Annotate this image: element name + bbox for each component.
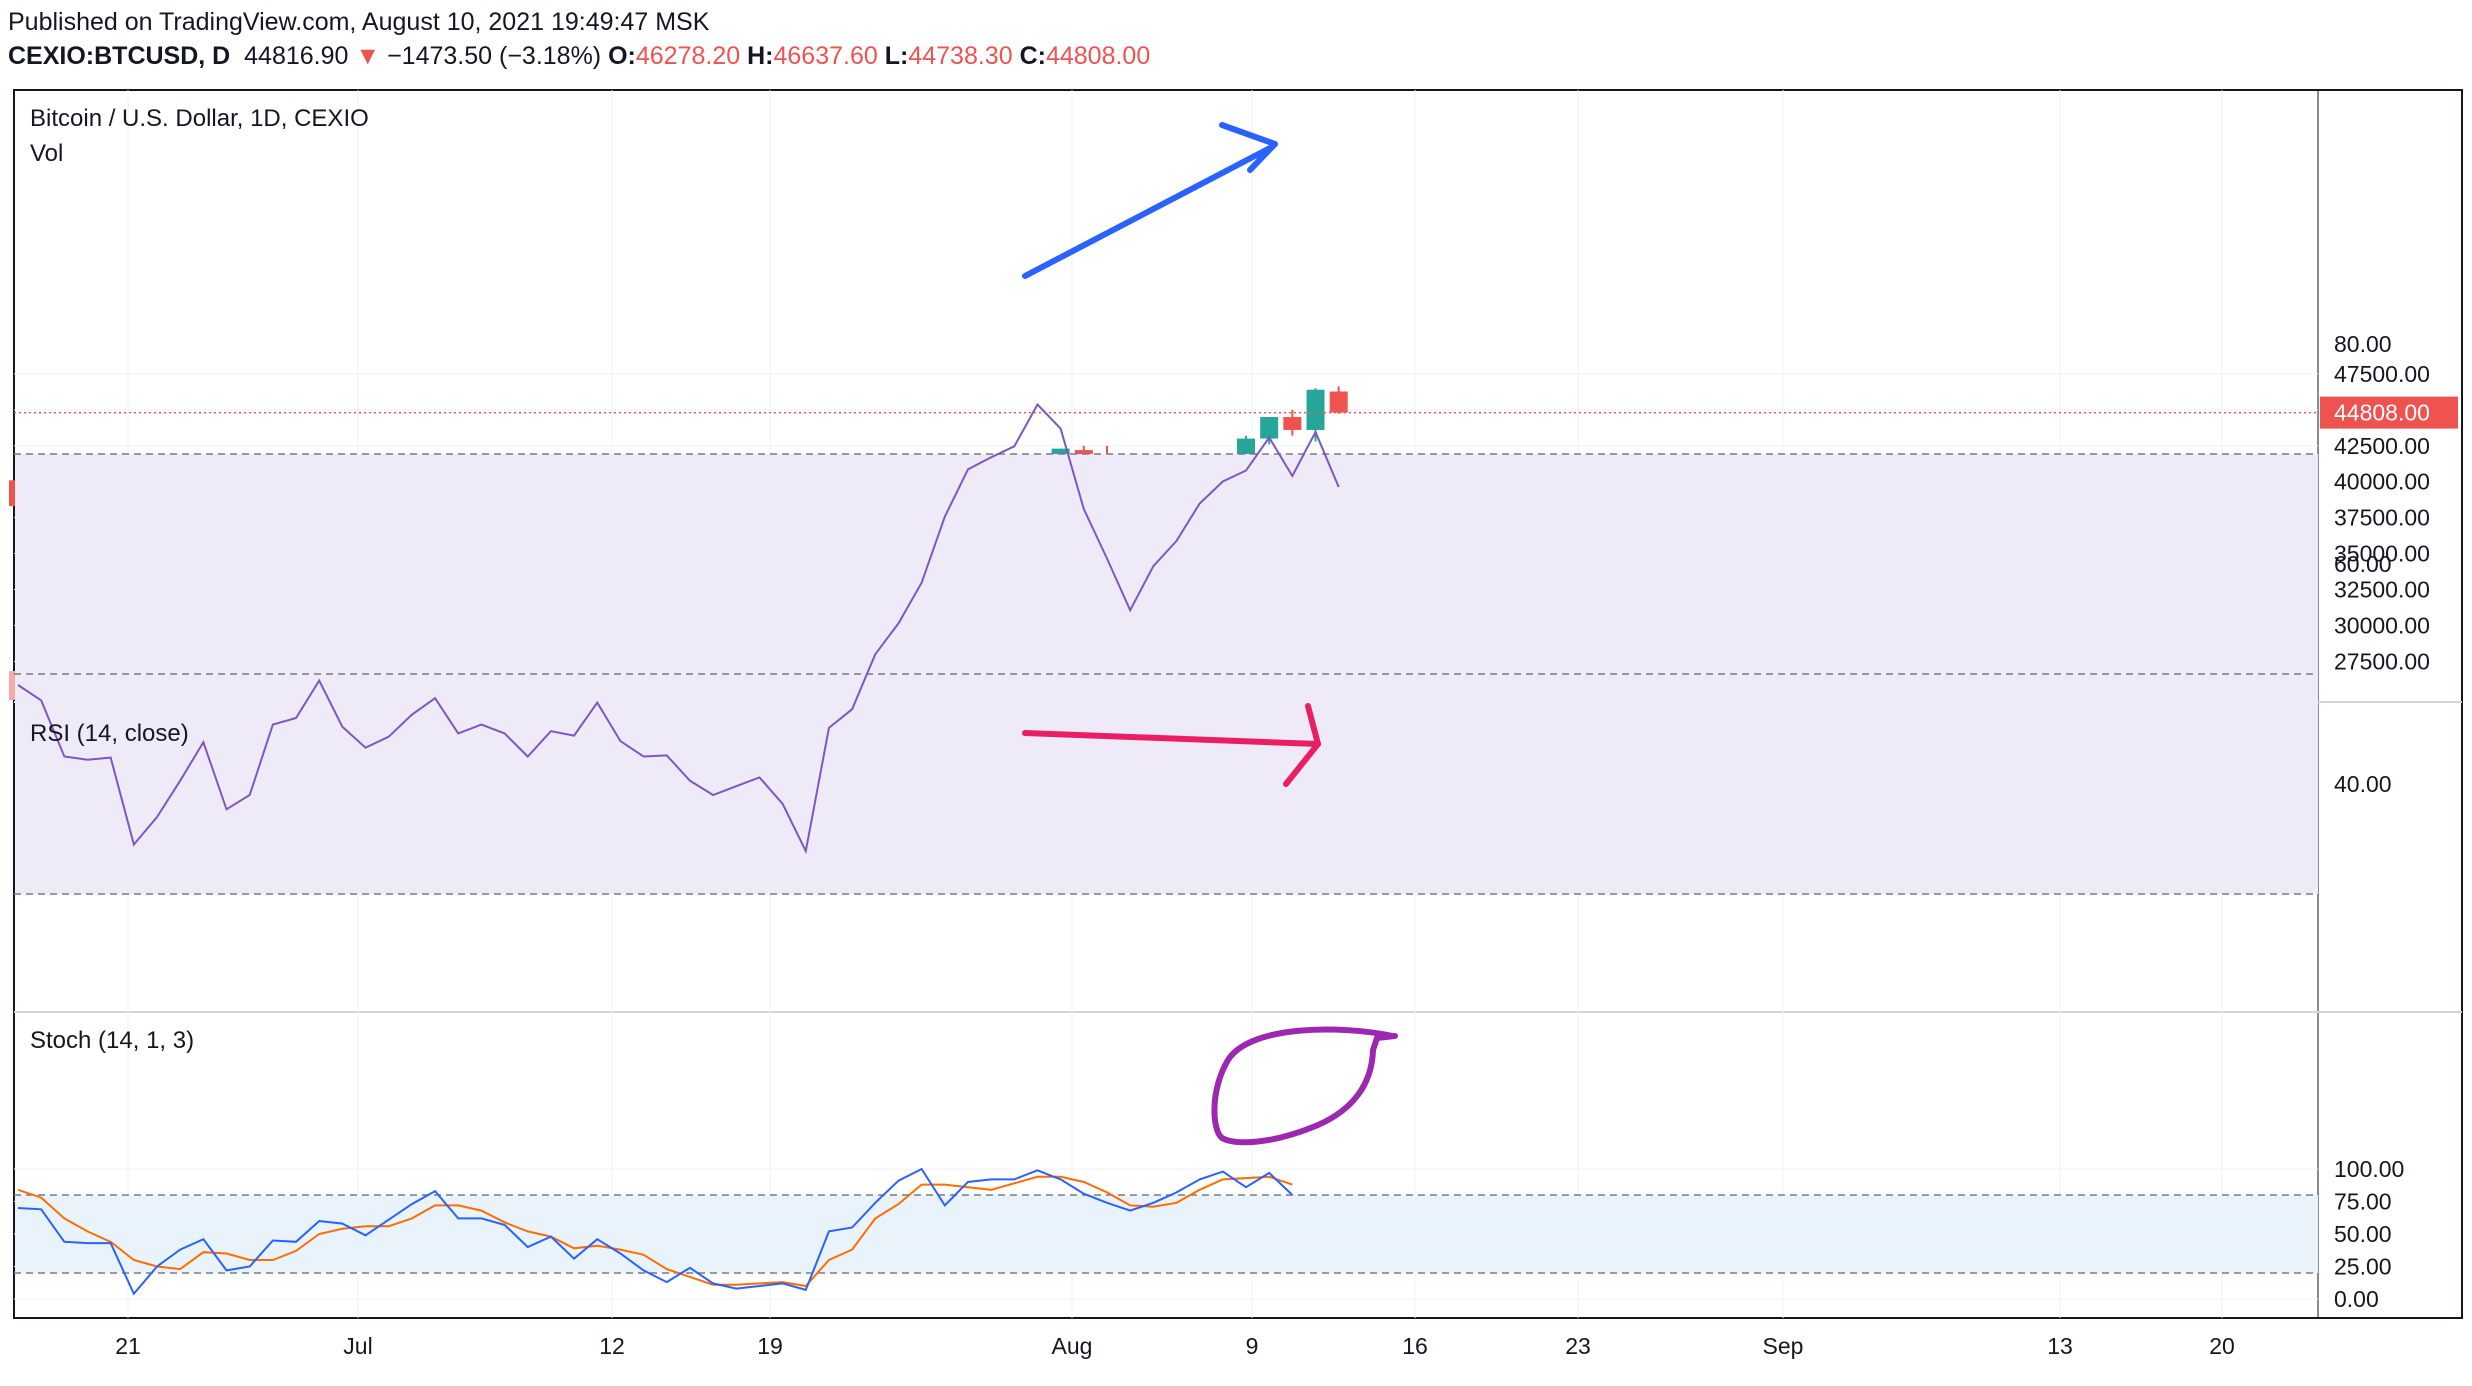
rsi-tick-label: 40.00 [2334, 771, 2392, 797]
main-pane-title: Bitcoin / U.S. Dollar, 1D, CEXIO [30, 105, 369, 132]
low-label: L: [884, 42, 909, 70]
x-tick-label: 13 [2047, 1333, 2073, 1359]
candle-body [1329, 391, 1348, 413]
high-value: 46637.60 [773, 42, 878, 70]
down-arrow-icon: ▼ [355, 42, 381, 70]
rsi-pane-title: RSI (14, close) [30, 720, 189, 747]
close-value: 44808.00 [1045, 42, 1151, 70]
stoch-k-line [17, 1167, 1294, 1296]
x-tick-label: 23 [1565, 1333, 1591, 1359]
x-tick-label: Sep [1763, 1333, 1804, 1359]
price-tick-label: 42500.00 [2334, 433, 2430, 459]
price-tick-label: 32500.00 [2334, 576, 2430, 602]
price-tick-label: 35000.00 [2334, 541, 2430, 567]
stoch-tick-label: 100.00 [2334, 1156, 2404, 1182]
x-tick-label: 9 [1246, 1333, 1259, 1359]
low-value: 44738.30 [908, 42, 1013, 70]
volume-title: Vol [30, 140, 64, 167]
open-label: O: [608, 42, 636, 70]
last-price-tag-text: 44808.00 [2334, 400, 2430, 426]
high-label: H: [747, 42, 774, 70]
x-tick-label: 20 [2209, 1333, 2235, 1359]
arrow-head-annotation [1283, 703, 1321, 787]
stoch-d-line [17, 1175, 1293, 1288]
divergence-line-annotation [1022, 730, 1321, 747]
x-tick-label: 19 [757, 1333, 783, 1359]
x-tick-label: 16 [1402, 1333, 1428, 1359]
candle-body [1283, 417, 1302, 430]
price-tick-label: 37500.00 [2334, 505, 2430, 531]
rsi-tick-label: 60.00 [2334, 551, 2392, 577]
x-tick-label: Aug [1052, 1333, 1093, 1359]
stoch-tick-label: 25.00 [2334, 1254, 2392, 1280]
chart-frame [13, 89, 2463, 1319]
trend-arrow-annotation [1022, 145, 1273, 279]
symbol-line: CEXIO:BTCUSD, D 44816.90 ▼ −1473.50 (−3.… [8, 42, 1150, 71]
price-tick-label: 27500.00 [2334, 648, 2430, 674]
stoch-tick-label: 0.00 [2334, 1286, 2379, 1312]
x-tick-label: Jul [343, 1333, 372, 1359]
candle-body [1260, 417, 1279, 439]
published-line: Published on TradingView.com, August 10,… [8, 8, 710, 36]
rsi-tick-label: 80.00 [2334, 331, 2392, 357]
stoch-tick-label: 75.00 [2334, 1189, 2392, 1215]
price-change: −1473.50 (−3.18%) [387, 42, 602, 70]
price-tick-label: 40000.00 [2334, 469, 2430, 495]
x-tick-label: 12 [599, 1333, 625, 1359]
circle-annotation [1211, 1026, 1398, 1146]
x-tick-label: 21 [115, 1333, 141, 1359]
last-price: 44816.90 [244, 42, 349, 70]
open-value: 46278.20 [635, 42, 741, 70]
candle-body [1306, 389, 1325, 430]
stoch-tick-label: 50.00 [2334, 1221, 2392, 1247]
last-price-tag [2320, 396, 2458, 429]
arrow-head-annotation [1219, 122, 1278, 173]
rsi-line [17, 402, 1340, 855]
close-label: C: [1019, 42, 1046, 70]
price-tick-label: 47500.00 [2334, 361, 2430, 387]
price-tick-label: 30000.00 [2334, 612, 2430, 638]
stoch-pane-title: Stoch (14, 1, 3) [30, 1027, 195, 1054]
symbol-label[interactable]: CEXIO:BTCUSD, D [8, 42, 231, 70]
